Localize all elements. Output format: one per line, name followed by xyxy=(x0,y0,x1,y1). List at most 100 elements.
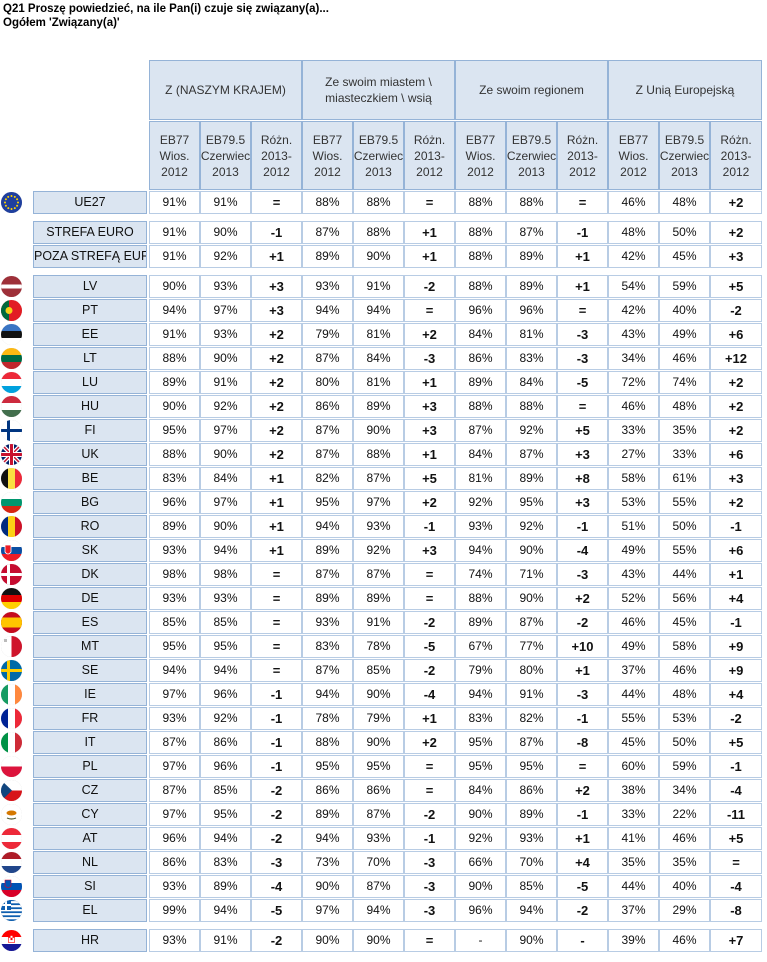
value-cell: 94% xyxy=(200,539,251,562)
value-cell: 91% xyxy=(149,221,200,244)
difference-cell: +9 xyxy=(710,635,762,658)
value-cell: 88% xyxy=(353,443,404,466)
difference-cell: +10 xyxy=(557,635,608,658)
table-row: AT 96% 94% -2 94% 93% -1 92% 93% +1 41% 46% +5 xyxy=(0,827,767,851)
value-cell: 84% xyxy=(353,347,404,370)
value-cell: 79% xyxy=(302,323,353,346)
flag-es-icon xyxy=(1,612,22,633)
value-cell: 89% xyxy=(302,803,353,826)
column-header: EB79.5 Czerwiec 2013 xyxy=(353,121,404,190)
value-cell: 46% xyxy=(659,659,710,682)
difference-cell: -2 xyxy=(251,929,302,952)
value-cell: 33% xyxy=(608,803,659,826)
difference-cell: +1 xyxy=(251,515,302,538)
value-cell: 91% xyxy=(353,275,404,298)
value-cell: 98% xyxy=(200,563,251,586)
difference-cell: -4 xyxy=(710,779,762,802)
value-cell: 93% xyxy=(302,611,353,634)
difference-cell: +7 xyxy=(710,929,762,952)
row-label: CZ xyxy=(33,779,147,802)
value-cell: 89% xyxy=(302,245,353,268)
value-cell: 94% xyxy=(302,683,353,706)
value-cell: 80% xyxy=(506,659,557,682)
table-row: LV 90% 93% +3 93% 91% -2 88% 89% +1 54% 59% +5 xyxy=(0,275,767,299)
difference-cell: -1 xyxy=(251,731,302,754)
value-cell: 87% xyxy=(149,779,200,802)
value-cell: 88% xyxy=(455,245,506,268)
value-cell: 87% xyxy=(302,221,353,244)
value-cell: 93% xyxy=(149,929,200,952)
difference-cell: -3 xyxy=(557,683,608,706)
value-cell: 83% xyxy=(200,851,251,874)
value-cell: 94% xyxy=(353,299,404,322)
difference-cell: +5 xyxy=(404,467,455,490)
table-row: PT 94% 97% +3 94% 94% = 96% 96% = 42% 40% -2 xyxy=(0,299,767,323)
value-cell: 93% xyxy=(149,875,200,898)
value-cell: 95% xyxy=(302,491,353,514)
difference-cell: -2 xyxy=(251,803,302,826)
value-cell: 90% xyxy=(506,587,557,610)
value-cell: 94% xyxy=(302,515,353,538)
difference-cell: +2 xyxy=(710,221,762,244)
value-cell: 90% xyxy=(353,683,404,706)
flag-hr-icon xyxy=(1,930,22,951)
flag-nl-icon xyxy=(1,852,22,873)
table-row: BG 96% 97% +1 95% 97% +2 92% 95% +3 53% 55% +2 xyxy=(0,491,767,515)
value-cell: 94% xyxy=(200,659,251,682)
row-label: BE xyxy=(33,467,147,490)
difference-cell: +1 xyxy=(251,539,302,562)
value-cell: 44% xyxy=(608,875,659,898)
row-label: SK xyxy=(33,539,147,562)
value-cell: 88% xyxy=(149,347,200,370)
difference-cell: = xyxy=(404,299,455,322)
difference-cell: +1 xyxy=(710,563,762,586)
difference-cell: -1 xyxy=(404,827,455,850)
value-cell: 92% xyxy=(506,419,557,442)
value-cell: 55% xyxy=(659,539,710,562)
value-cell: 95% xyxy=(149,635,200,658)
difference-cell: +1 xyxy=(251,245,302,268)
difference-cell: -5 xyxy=(404,635,455,658)
value-cell: 88% xyxy=(506,395,557,418)
value-cell: 95% xyxy=(353,755,404,778)
value-cell: 91% xyxy=(200,929,251,952)
column-header: Różn. 2013-2012 xyxy=(710,121,762,190)
difference-cell: -2 xyxy=(710,299,762,322)
difference-cell: +2 xyxy=(251,443,302,466)
table-row: BE 83% 84% +1 82% 87% +5 81% 89% +8 58% 61% +3 xyxy=(0,467,767,491)
difference-cell: +9 xyxy=(710,659,762,682)
value-cell: 88% xyxy=(455,221,506,244)
value-cell: 87% xyxy=(302,347,353,370)
value-cell: 87% xyxy=(506,221,557,244)
value-cell: 51% xyxy=(608,515,659,538)
flag-ee-icon xyxy=(1,324,22,345)
row-label: EL xyxy=(33,899,147,922)
column-header: Różn. 2013-2012 xyxy=(251,121,302,190)
value-cell: 83% xyxy=(149,467,200,490)
value-cell: 91% xyxy=(149,191,200,214)
value-cell: 86% xyxy=(302,395,353,418)
value-cell: 94% xyxy=(149,299,200,322)
difference-cell: - xyxy=(557,929,608,952)
flag-eu-icon xyxy=(1,192,22,213)
value-cell: 58% xyxy=(659,635,710,658)
value-cell: 91% xyxy=(506,683,557,706)
value-cell: 90% xyxy=(149,275,200,298)
value-cell: 71% xyxy=(506,563,557,586)
flag-dk-icon xyxy=(1,564,22,585)
row-label: BG xyxy=(33,491,147,514)
value-cell: 45% xyxy=(608,731,659,754)
group-header: Ze swoim regionem xyxy=(455,60,608,120)
difference-cell: +1 xyxy=(404,221,455,244)
difference-cell: +1 xyxy=(404,371,455,394)
flag-ie-icon xyxy=(1,684,22,705)
column-header: EB79.5 Czerwiec 2013 xyxy=(659,121,710,190)
value-cell: 87% xyxy=(506,731,557,754)
value-cell: 81% xyxy=(506,323,557,346)
value-cell: 73% xyxy=(302,851,353,874)
difference-cell: +3 xyxy=(404,539,455,562)
table-row: SI 93% 89% -4 90% 87% -3 90% 85% -5 44% 40% -4 xyxy=(0,875,767,899)
value-cell: 83% xyxy=(455,707,506,730)
value-cell: 90% xyxy=(506,929,557,952)
value-cell: 93% xyxy=(455,515,506,538)
